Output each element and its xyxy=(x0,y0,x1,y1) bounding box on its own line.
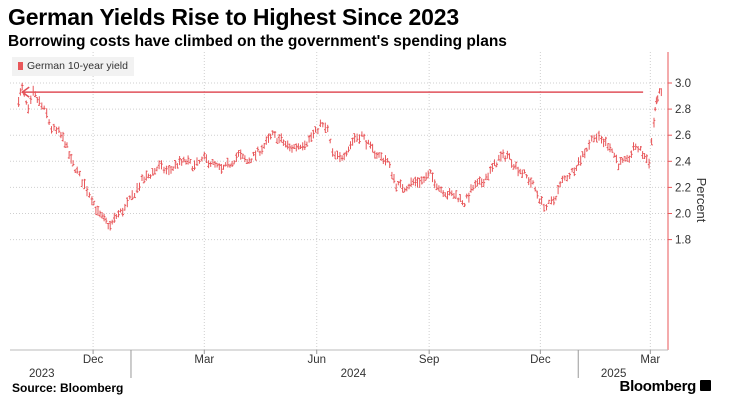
y-tick-label: 3.0 xyxy=(675,78,691,90)
chart-subtitle: Borrowing costs have climbed on the gove… xyxy=(8,33,507,50)
y-tick-label: 2.6 xyxy=(675,130,691,142)
legend-swatch xyxy=(18,62,23,70)
arrow-head xyxy=(20,86,30,98)
y-tick-label: 2.0 xyxy=(675,209,691,221)
x-gridlines xyxy=(92,52,651,350)
y-axis-label: Percent xyxy=(694,178,709,223)
bloomberg-logo: Bloomberg xyxy=(620,378,711,395)
x-tick-label: Sep xyxy=(419,354,439,366)
brand-name: Bloomberg xyxy=(619,378,697,395)
y-tick-label: 1.8 xyxy=(675,235,691,247)
x-tick-label: Mar xyxy=(194,354,214,366)
year-label: 2025 xyxy=(601,368,627,380)
x-tick-label: Dec xyxy=(83,354,104,366)
y-tick-label: 2.2 xyxy=(675,182,691,194)
y-tick-label: 2.4 xyxy=(675,156,692,168)
year-label: 2023 xyxy=(29,368,55,380)
gridlines xyxy=(10,82,668,241)
year-label: 2024 xyxy=(341,368,367,380)
y-tick-label: 2.8 xyxy=(675,104,691,116)
price-bars xyxy=(17,82,662,231)
terminal-badge-icon xyxy=(700,380,711,391)
legend-label: German 10-year yield xyxy=(27,60,128,72)
x-tick-label: Mar xyxy=(640,354,660,366)
annotation-arrow xyxy=(20,86,644,98)
chart-title: German Yields Rise to Highest Since 2023 xyxy=(8,4,459,30)
source-note: Source: Bloomberg xyxy=(12,381,124,395)
x-axis: Dec Mar Jun Sep Dec Mar 2023 2024 2025 xyxy=(10,349,668,380)
x-tick-label: Dec xyxy=(530,354,551,366)
x-tick-label: Jun xyxy=(307,354,326,366)
legend: German 10-year yield xyxy=(12,57,134,76)
